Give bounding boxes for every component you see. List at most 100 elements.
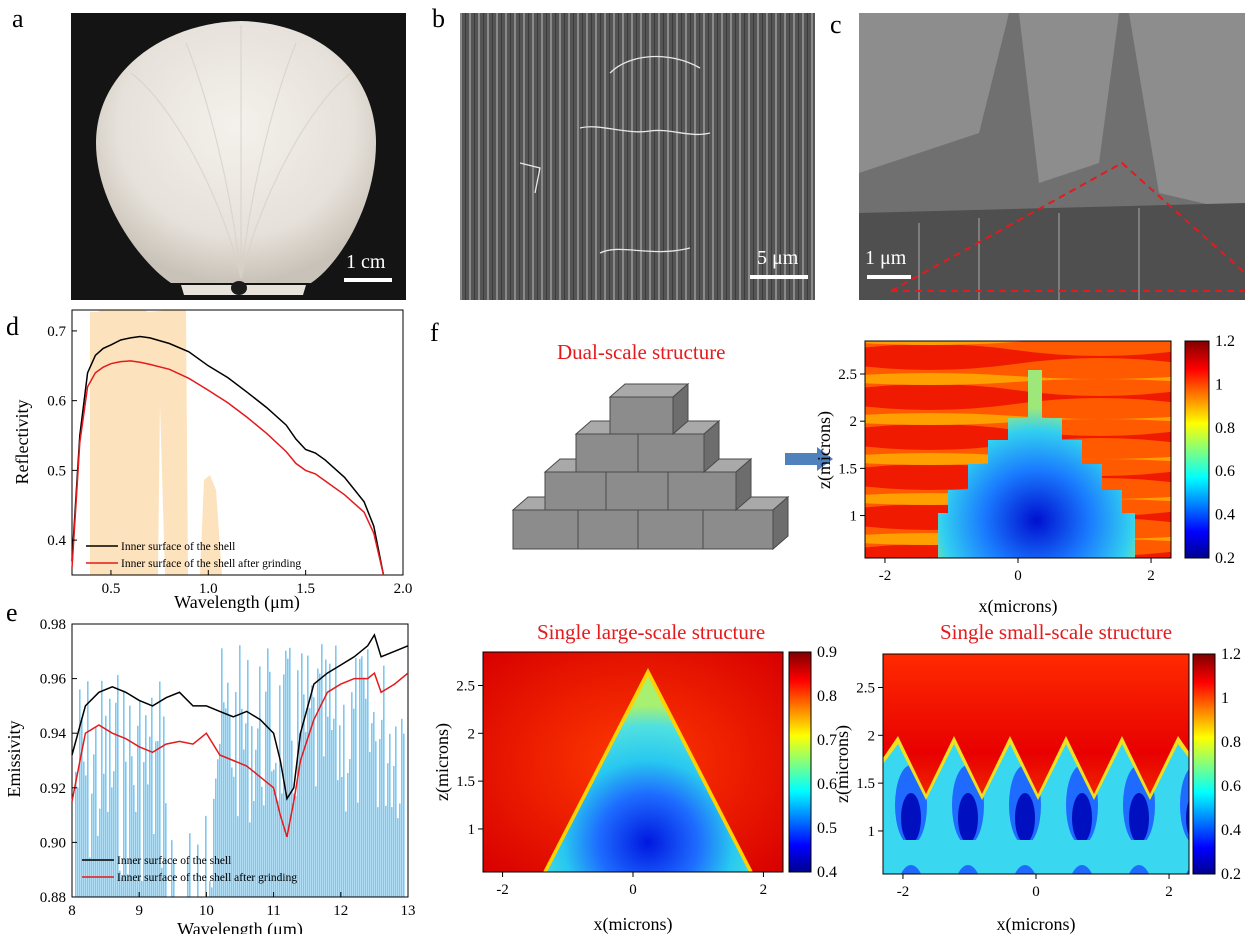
y-tick-label: 0.90 bbox=[40, 835, 66, 851]
title-single-small: Single small-scale structure bbox=[940, 620, 1173, 644]
atm-band-bar bbox=[271, 771, 273, 897]
sem-texture-c bbox=[859, 13, 1245, 300]
y-tick-label: 0.6 bbox=[47, 394, 66, 410]
y-tick-label: 1.5 bbox=[856, 776, 875, 792]
atm-band-bar bbox=[285, 650, 287, 897]
series-line-d-1 bbox=[71, 360, 385, 576]
atm-band-bar bbox=[385, 805, 387, 897]
atm-band-bar bbox=[107, 811, 109, 897]
x-tick-label: 11 bbox=[266, 903, 280, 919]
colorbar-small bbox=[1192, 653, 1216, 875]
y-tick-label: 0.4 bbox=[47, 533, 66, 549]
atm-band-bar bbox=[361, 656, 363, 897]
y-tick-label: 1 bbox=[850, 509, 858, 525]
atm-band-bar bbox=[123, 690, 125, 897]
y-tick-label: 2 bbox=[868, 728, 876, 744]
colorbar-tick-label: 0.2 bbox=[1215, 550, 1235, 567]
atm-band-bar bbox=[231, 767, 233, 897]
atm-band-bar bbox=[369, 752, 371, 897]
atm-band-bar bbox=[117, 675, 119, 897]
x-tick-label: 1.0 bbox=[199, 581, 218, 597]
atm-band-bar bbox=[341, 776, 343, 897]
atm-band-bar bbox=[219, 743, 221, 897]
atm-band-bar bbox=[323, 756, 325, 897]
atm-band-bar bbox=[261, 786, 263, 897]
atm-band-bar bbox=[267, 648, 269, 897]
atm-band-bar bbox=[343, 704, 345, 897]
atm-band-bar bbox=[397, 818, 399, 897]
plot-frame-e bbox=[71, 623, 409, 898]
atm-band-bar bbox=[95, 726, 97, 897]
atm-band-bar bbox=[325, 659, 327, 897]
atm-band-bar bbox=[153, 834, 155, 897]
atm-band-bar bbox=[371, 723, 373, 897]
y-tick-label: 0.7 bbox=[47, 324, 66, 340]
atm-band-bar bbox=[147, 784, 149, 897]
atm-band-bar bbox=[135, 811, 137, 897]
y-tick-label: 1 bbox=[868, 824, 876, 840]
legend-item-e-1: Inner surface of the shell after grindin… bbox=[117, 872, 297, 884]
scale-label-a: 1 cm bbox=[346, 251, 386, 273]
y-tick-label: 0.5 bbox=[47, 463, 66, 479]
title-single-large: Single large-scale structure bbox=[537, 620, 766, 644]
emissivity-chart: 8 9 10 11 12 13 0.88 0.90 0.92 0.94 0.96 0.98 Wave… bbox=[4, 617, 416, 934]
shell-photo: 1 cm bbox=[71, 13, 406, 300]
pyramid-illustration bbox=[511, 382, 790, 551]
x-tick-label: 2 bbox=[1165, 884, 1173, 900]
x-tick-label: 0 bbox=[1014, 568, 1022, 584]
x-axis-label-large: x(microns) bbox=[594, 914, 673, 934]
atm-band-bar bbox=[125, 761, 127, 897]
atm-band-bar bbox=[281, 793, 283, 897]
x-tick-label: 0 bbox=[1032, 884, 1040, 900]
atm-band-bar bbox=[223, 702, 225, 897]
colorbar-large bbox=[788, 651, 812, 873]
x-tick-label: 2.0 bbox=[394, 581, 413, 597]
y-tick-label: 0.92 bbox=[40, 781, 66, 797]
atm-band-bar bbox=[161, 867, 163, 897]
y-tick-label: 2.5 bbox=[456, 678, 475, 694]
colorbar-tick-label: 0.7 bbox=[817, 732, 837, 749]
atm-band-bar bbox=[211, 887, 213, 897]
colorbar-tick-label: 1.2 bbox=[1221, 646, 1241, 663]
atm-band-bar bbox=[155, 741, 157, 897]
atm-band-bar bbox=[331, 730, 333, 897]
heatmap-single-large: 0.4 0.5 0.6 0.7 0.8 0.9 -2 0 2 1 1.5 2 2.5 x(micro… bbox=[432, 644, 837, 934]
x-axis-label-e: Wavelength (μm) bbox=[177, 919, 303, 934]
legend-item-e-0: Inner surface of the shell bbox=[117, 855, 231, 867]
atm-band-bar bbox=[233, 776, 235, 897]
atm-band-bar bbox=[315, 786, 317, 897]
atm-band-bar bbox=[295, 795, 297, 897]
atm-band-bar bbox=[319, 673, 321, 897]
x-axis-label-d: Wavelength (μm) bbox=[174, 592, 300, 613]
atm-band-bar bbox=[299, 732, 301, 897]
sem-image-c: 1 μm bbox=[859, 13, 1245, 300]
colorbar-tick-label: 0.6 bbox=[817, 776, 837, 793]
atm-band-bar bbox=[81, 717, 83, 897]
atm-band-bar bbox=[351, 692, 353, 897]
atm-band-bar bbox=[321, 644, 323, 897]
atm-band-bar bbox=[227, 682, 229, 897]
y-tick-label: 2 bbox=[468, 726, 476, 742]
atm-band-bar bbox=[103, 773, 105, 897]
atm-band-bar bbox=[365, 698, 367, 897]
atmospheric-window-band bbox=[75, 644, 405, 897]
atm-band-bar bbox=[339, 725, 341, 897]
atm-band-bar bbox=[353, 708, 355, 897]
atm-band-bar bbox=[87, 681, 89, 897]
atm-band-bar bbox=[383, 665, 385, 897]
atm-band-bar bbox=[97, 835, 99, 897]
atm-band-bar bbox=[209, 881, 211, 897]
legend-e: Inner surface of the shell Inner surface… bbox=[82, 855, 297, 884]
atm-band-bar bbox=[197, 844, 199, 897]
panel-letter-b: b bbox=[432, 4, 445, 33]
atm-band-bar bbox=[367, 649, 369, 897]
legend-d: Inner surface of the shell Inner surface… bbox=[86, 541, 301, 570]
atm-band-bar bbox=[387, 763, 389, 897]
atm-band-bar bbox=[305, 731, 307, 897]
reflectivity-chart: 0.5 1.0 1.5 2.0 0.4 0.5 0.6 0.7 Wavelength (μm… bbox=[12, 309, 413, 613]
panel-letter-f: f bbox=[430, 318, 439, 347]
panel-letter-a: a bbox=[12, 4, 24, 33]
atm-band-bar bbox=[391, 807, 393, 897]
y-tick-label: 0.96 bbox=[40, 672, 67, 688]
colorbar-tick-label: 0.6 bbox=[1215, 463, 1235, 480]
